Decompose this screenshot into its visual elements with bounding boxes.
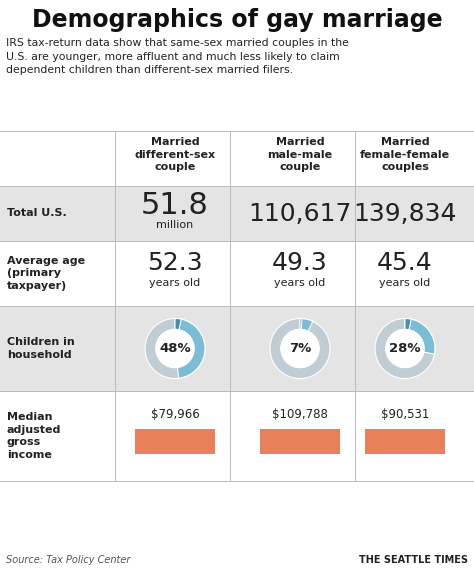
Text: Married
female-female
couples: Married female-female couples (360, 136, 450, 172)
Circle shape (156, 329, 194, 368)
Text: $79,966: $79,966 (151, 408, 200, 420)
Text: years old: years old (379, 279, 430, 288)
Bar (0, 306, 474, 391)
Text: years old: years old (149, 279, 201, 288)
Bar (365, 429, 445, 454)
Wedge shape (405, 319, 435, 354)
Text: 48%: 48% (159, 342, 191, 355)
Bar (260, 429, 340, 454)
Wedge shape (145, 319, 205, 379)
Wedge shape (175, 319, 181, 330)
Text: 7%: 7% (289, 342, 311, 355)
Wedge shape (405, 319, 411, 330)
Text: Children in
household: Children in household (7, 337, 75, 360)
Wedge shape (175, 319, 205, 378)
Text: 52.3: 52.3 (147, 251, 203, 275)
Circle shape (281, 329, 319, 368)
Wedge shape (270, 319, 330, 379)
Wedge shape (300, 319, 302, 329)
Text: $90,531: $90,531 (381, 408, 429, 420)
Text: Average age
(primary
taxpayer): Average age (primary taxpayer) (7, 256, 85, 291)
Text: Median
adjusted
gross
income: Median adjusted gross income (7, 412, 61, 460)
Bar (0, 131, 474, 186)
Text: 110,617: 110,617 (248, 202, 352, 226)
Text: 49.3: 49.3 (272, 251, 328, 275)
Text: million: million (156, 219, 193, 230)
Text: Total U.S.: Total U.S. (7, 208, 67, 219)
Text: Married
male-male
couple: Married male-male couple (267, 136, 333, 172)
Text: Demographics of gay marriage: Demographics of gay marriage (32, 8, 442, 32)
Text: IRS tax-return data show that same-sex married couples in the
U.S. are younger, : IRS tax-return data show that same-sex m… (6, 38, 349, 75)
Text: 28%: 28% (389, 342, 421, 355)
Text: Source: Tax Policy Center: Source: Tax Policy Center (6, 555, 130, 565)
Circle shape (386, 329, 424, 368)
Bar (0, 186, 474, 241)
Text: 139,834: 139,834 (353, 202, 457, 226)
Text: years old: years old (274, 279, 326, 288)
Bar (135, 429, 215, 454)
Text: 51.8: 51.8 (141, 191, 209, 220)
Wedge shape (300, 319, 313, 331)
Text: $109,788: $109,788 (272, 408, 328, 420)
Wedge shape (375, 319, 435, 379)
Text: Married
different-sex
couple: Married different-sex couple (135, 136, 216, 172)
Text: THE SEATTLE TIMES: THE SEATTLE TIMES (359, 555, 468, 565)
Text: 45.4: 45.4 (377, 251, 433, 275)
